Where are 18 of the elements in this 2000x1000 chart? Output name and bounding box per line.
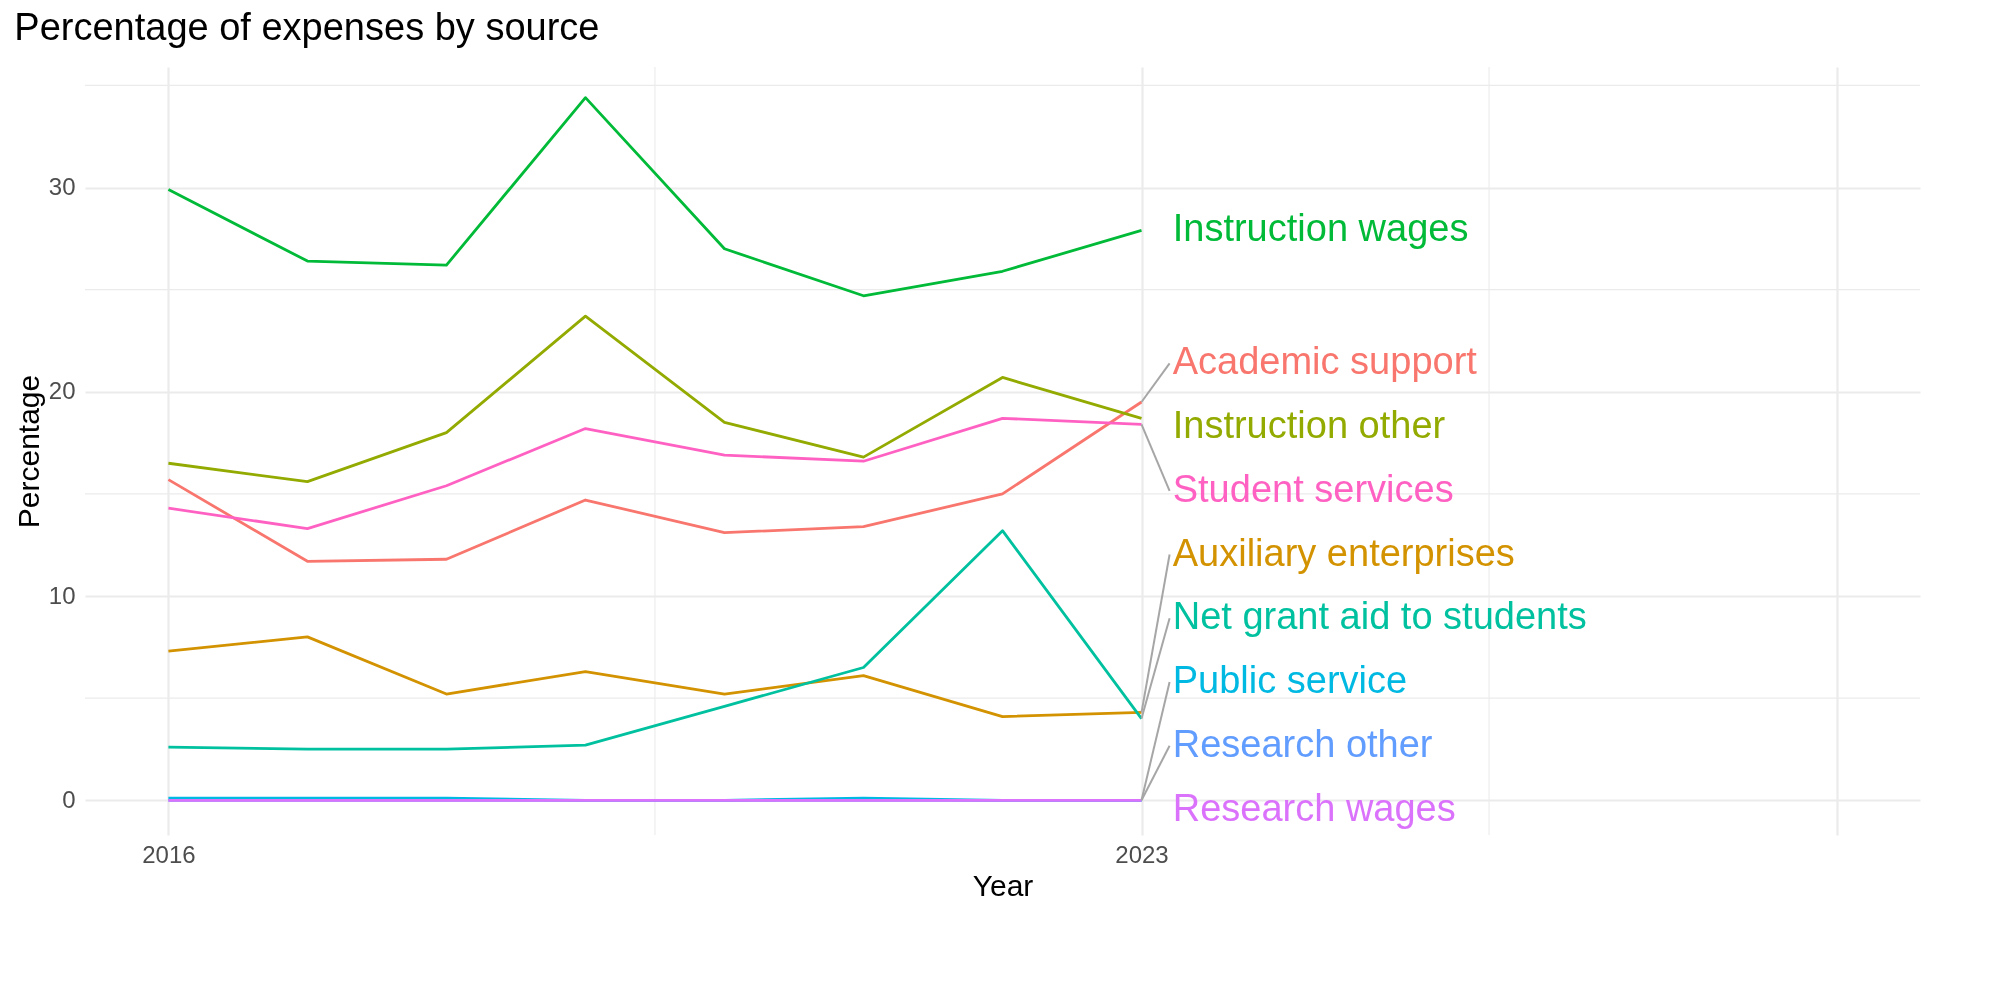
text: Public service [1172,659,1408,702]
text: Auxiliary enterprises [1172,531,1515,574]
chart-title: Percentage of expenses by source [14,6,600,49]
series-label: Instruction other [1172,404,1446,447]
series-label: Research wages [1172,786,1456,829]
series-label: Academic support [1172,340,1478,383]
series-label: Research other [1172,722,1433,765]
y-tick-label: 10 [48,581,76,609]
series-label: Student services [1172,467,1454,510]
series-label: Net grant aid to students [1172,595,1587,638]
y-tick-label: 30 [48,173,76,201]
series-label: Instruction wages [1172,207,1469,250]
x-axis-title: Year [972,868,1034,902]
y-tick-label: 20 [48,377,76,405]
x-tick-label: 2016 [142,840,196,868]
y-axis-title: Percentage [11,374,45,529]
x-tick-label: 2023 [1115,840,1169,868]
y-tick-label: 0 [62,785,76,813]
